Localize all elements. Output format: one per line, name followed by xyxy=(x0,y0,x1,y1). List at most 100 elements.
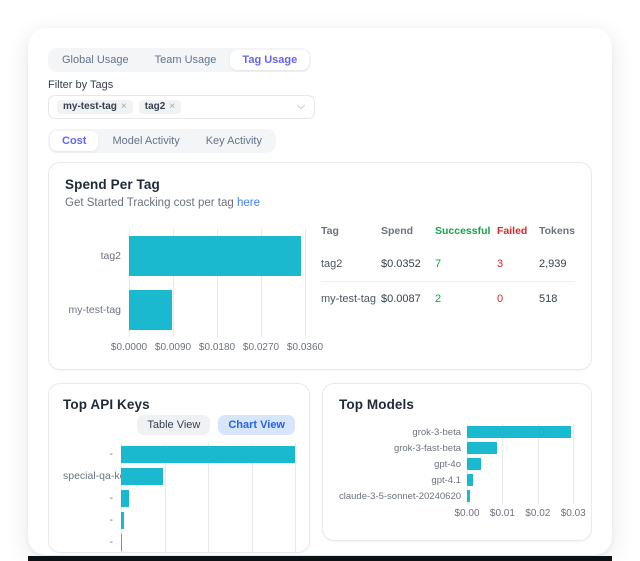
table-view-button[interactable]: Table View xyxy=(137,415,211,435)
bar-row: - xyxy=(63,443,295,465)
tab-model-activity[interactable]: Model Activity xyxy=(112,135,180,147)
bar[interactable] xyxy=(467,442,498,454)
tag-chip[interactable]: tag2 × xyxy=(138,100,182,114)
bar-row: - xyxy=(63,509,295,531)
cell-tag: tag2 xyxy=(321,258,343,270)
cell-tokens: 2,939 xyxy=(539,258,567,270)
cell-failed: 3 xyxy=(497,258,504,270)
tags-multiselect[interactable]: my-test-tag × tag2 × xyxy=(48,95,315,119)
bar[interactable] xyxy=(121,467,163,485)
gridline xyxy=(164,443,166,552)
window-bottom-edge xyxy=(28,556,612,561)
bar-label: - xyxy=(109,514,114,526)
gridline xyxy=(173,229,174,337)
tab-key-activity[interactable]: Key Activity xyxy=(205,135,262,147)
bar[interactable] xyxy=(121,533,122,551)
subtitle-text: Get Started Tracking cost per tag xyxy=(65,197,234,209)
bar-label: claude-3-5-sonnet-20240620 xyxy=(339,490,462,502)
cell-tag: my-test-tag xyxy=(321,293,377,305)
x-axis: $0.0000 $0.0090 $0.0180 $0.0270 $0.0360 xyxy=(111,342,323,355)
top-api-keys-title: Top API Keys xyxy=(63,397,150,412)
bar-row: grok-3-beta xyxy=(339,424,575,440)
tag-chip-label: my-test-tag xyxy=(63,101,117,112)
bar-label: grok-3-beta xyxy=(412,426,461,438)
bar-row: gpt-4.1 xyxy=(339,472,575,488)
x-tick-label: $0.0090 xyxy=(154,342,192,353)
bar[interactable] xyxy=(129,290,172,330)
bar-label: tag2 xyxy=(100,250,121,262)
cell-failed: 0 xyxy=(497,293,504,305)
spend-per-tag-card: Spend Per Tag Get Started Tracking cost … xyxy=(48,162,592,370)
x-tick-label: $0.0000 xyxy=(110,342,148,353)
bar[interactable] xyxy=(121,445,295,463)
tab-tag-usage[interactable]: Tag Usage xyxy=(230,50,310,70)
filter-by-tags-label: Filter by Tags xyxy=(48,79,114,91)
cell-spend: $0.0087 xyxy=(381,293,421,305)
gridline xyxy=(502,424,504,504)
usage-tab-list: Global Usage Team Usage Tag Usage xyxy=(48,48,312,72)
x-tick-label: $0.0360 xyxy=(286,342,324,353)
bar[interactable] xyxy=(467,426,572,438)
bar-label: gpt-4.1 xyxy=(431,474,461,486)
bar-label: - xyxy=(109,448,114,460)
top-api-keys-card: Top API Keys Table View Chart View - spe… xyxy=(48,383,310,553)
bar[interactable] xyxy=(121,511,125,529)
bar-row: - xyxy=(63,531,295,552)
x-tick-label: $0.0180 xyxy=(198,342,236,353)
cell-spend: $0.0352 xyxy=(381,258,421,270)
chart-view-button[interactable]: Chart View xyxy=(218,415,295,435)
x-tick-label: $0.01 xyxy=(489,508,515,519)
spend-card-subtitle: Get Started Tracking cost per tag here xyxy=(65,197,575,209)
bar[interactable] xyxy=(467,474,474,486)
gridline xyxy=(217,229,218,337)
gridline xyxy=(305,229,306,337)
x-tick-label: $0.0270 xyxy=(242,342,280,353)
bar-label: my-test-tag xyxy=(68,304,121,316)
bar[interactable] xyxy=(121,489,129,507)
gridline xyxy=(261,229,262,337)
tab-global-usage[interactable]: Global Usage xyxy=(62,54,129,66)
tab-cost[interactable]: Cost xyxy=(50,131,99,151)
spend-per-tag-chart: tag2 my-test-tag $0.0000 $0.0090 $0.0180 $0… xyxy=(65,221,323,355)
bar-row: grok-3-fast-beta xyxy=(339,440,575,456)
chip-remove-icon[interactable]: × xyxy=(120,101,127,112)
chevron-down-icon[interactable] xyxy=(296,102,306,112)
tab-team-usage[interactable]: Team Usage xyxy=(154,54,217,66)
cell-successful: 7 xyxy=(435,258,442,270)
table-row: my-test-tag $0.0087 2 0 518 xyxy=(321,282,575,316)
gridline xyxy=(129,229,130,337)
x-tick-label: $0.03 xyxy=(560,508,586,519)
cost-tab-list: Cost Model Activity Key Activity xyxy=(48,129,276,153)
table-header-row: Tag Spend Successful Failed Tokens xyxy=(321,221,575,247)
gridline xyxy=(573,424,575,504)
gridline xyxy=(208,443,209,552)
col-header-tokens: Tokens xyxy=(539,225,575,237)
table-row: tag2 $0.0352 7 3 2,939 xyxy=(321,247,575,282)
col-header-failed: Failed xyxy=(497,225,528,237)
gridline xyxy=(537,424,539,504)
bar[interactable] xyxy=(467,458,482,470)
tag-chip-label: tag2 xyxy=(144,101,166,112)
bar-row: gpt-4o xyxy=(339,456,575,472)
x-tick-label: $0.00 xyxy=(454,508,480,519)
top-models-title: Top Models xyxy=(339,397,414,412)
spend-table: Tag Spend Successful Failed Tokens tag2 … xyxy=(321,221,575,355)
col-header-spend: Spend xyxy=(381,225,414,237)
main-panel: Global Usage Team Usage Tag Usage Filter… xyxy=(28,28,612,555)
x-tick-label: $0.02 xyxy=(525,508,551,519)
chip-remove-icon[interactable]: × xyxy=(169,101,176,112)
tag-chip[interactable]: my-test-tag × xyxy=(57,100,133,114)
get-started-link[interactable]: here xyxy=(236,197,260,209)
top-models-card: Top Models grok-3-beta grok-3-fast-beta … xyxy=(322,383,592,541)
bar-label: gpt-4o xyxy=(434,458,461,470)
gridline xyxy=(295,443,296,552)
bar-row: tag2 xyxy=(65,229,305,283)
bar[interactable] xyxy=(129,236,302,276)
col-header-tag: Tag xyxy=(321,225,339,237)
spend-card-title: Spend Per Tag xyxy=(65,177,160,192)
bar[interactable] xyxy=(467,490,470,502)
bar-row: special-qa-key xyxy=(63,465,295,487)
top-models-chart: grok-3-beta grok-3-fast-beta gpt-4o gpt-… xyxy=(339,424,586,521)
bar-row: my-test-tag xyxy=(65,283,305,337)
cell-tokens: 518 xyxy=(539,293,558,305)
